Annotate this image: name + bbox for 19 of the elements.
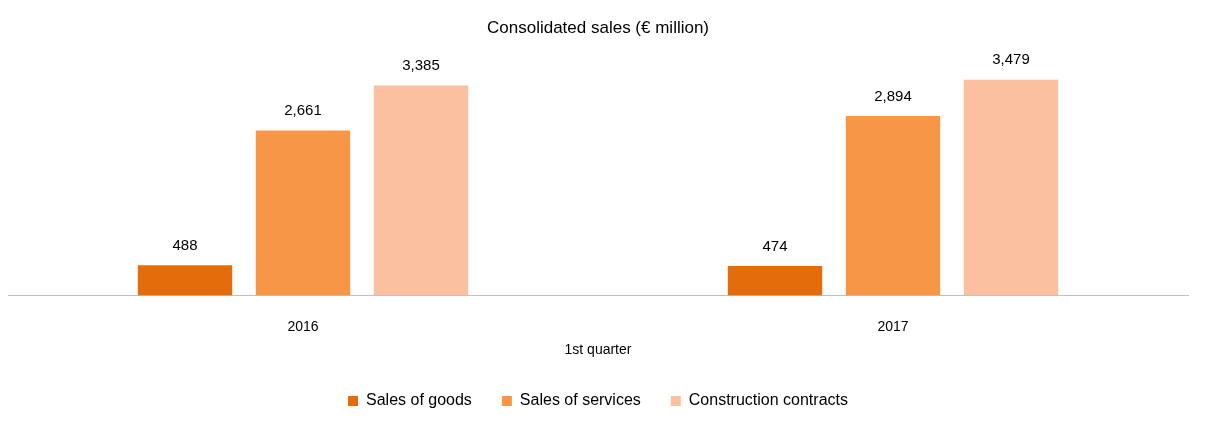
legend-label: Sales of services: [519, 391, 641, 409]
data-label: 3,479: [992, 50, 1030, 68]
bar: [255, 130, 351, 296]
data-label: 2,661: [284, 101, 322, 119]
bar: [727, 266, 823, 296]
x-tick-label: 2017: [877, 317, 909, 334]
data-label: 474: [762, 236, 788, 254]
bar: [963, 79, 1059, 296]
data-label: 3,385: [402, 56, 440, 74]
chart-title: Consolidated sales (€ million): [486, 17, 710, 37]
x-tick-label: 2016: [287, 317, 319, 334]
data-label: 2,894: [874, 86, 912, 104]
legend-label: Construction contracts: [688, 391, 848, 409]
data-label: 488: [172, 235, 198, 253]
bar: [373, 85, 469, 296]
legend-label: Sales of goods: [366, 391, 472, 409]
x-axis-title: 1st quarter: [564, 341, 632, 358]
bar: [845, 115, 941, 296]
bar: [137, 265, 233, 296]
